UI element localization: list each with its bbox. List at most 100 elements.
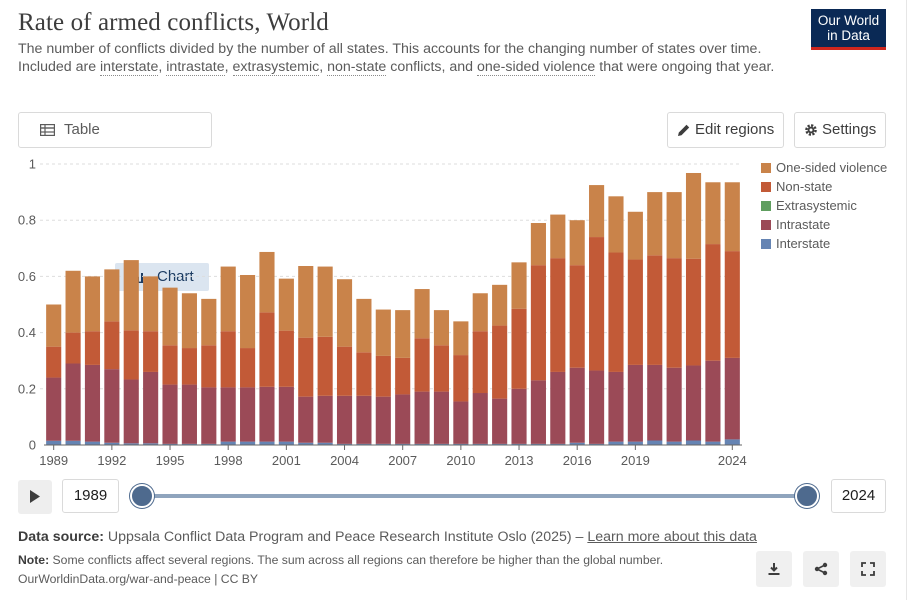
bar-segment-interstate[interactable]	[220, 441, 236, 445]
bar-segment-intrastate[interactable]	[511, 388, 527, 444]
bar-segment-intrastate[interactable]	[375, 396, 391, 444]
bar-segment-non-state[interactable]	[453, 355, 469, 402]
bar-segment-one-sided[interactable]	[278, 278, 294, 331]
bar-segment-interstate[interactable]	[65, 440, 81, 445]
bar-segment-one-sided[interactable]	[162, 287, 178, 346]
bar-segment-non-state[interactable]	[220, 331, 236, 388]
bar-segment-one-sided[interactable]	[666, 192, 682, 259]
timeline-start-year[interactable]: 1989	[62, 479, 119, 513]
bar-segment-one-sided[interactable]	[589, 185, 605, 238]
bar-segment-non-state[interactable]	[181, 348, 197, 385]
bar-segment-interstate[interactable]	[414, 443, 430, 445]
bar-segment-non-state[interactable]	[666, 258, 682, 368]
legend-item-one-sided[interactable]: One-sided violence	[761, 158, 887, 177]
bar-segment-one-sided[interactable]	[201, 298, 217, 346]
bar-segment-intrastate[interactable]	[356, 395, 372, 444]
bar-segment-one-sided[interactable]	[627, 211, 643, 260]
share-button[interactable]	[803, 551, 839, 587]
bar-segment-intrastate[interactable]	[472, 393, 488, 444]
bar-segment-one-sided[interactable]	[472, 293, 488, 332]
bar-segment-intrastate[interactable]	[550, 371, 566, 444]
bar-segment-intrastate[interactable]	[569, 367, 585, 443]
bar-segment-non-state[interactable]	[589, 237, 605, 371]
bar-segment-one-sided[interactable]	[84, 276, 101, 332]
owid-logo[interactable]: Our World in Data	[811, 9, 886, 50]
bar-segment-interstate[interactable]	[705, 441, 721, 445]
bar-segment-one-sided[interactable]	[143, 276, 159, 332]
bar-segment-interstate[interactable]	[317, 442, 333, 445]
legend-item-extrasystemic[interactable]: Extrasystemic	[761, 196, 887, 215]
play-button[interactable]	[18, 480, 52, 514]
bar-segment-intrastate[interactable]	[336, 395, 353, 444]
legend-item-intrastate[interactable]: Intrastate	[761, 215, 887, 234]
bar-segment-interstate[interactable]	[685, 440, 702, 445]
edit-regions-button[interactable]: Edit regions	[667, 112, 784, 148]
bar-segment-non-state[interactable]	[569, 265, 585, 368]
bar-segment-non-state[interactable]	[550, 258, 566, 372]
bar-segment-interstate[interactable]	[181, 443, 197, 445]
learn-more-link[interactable]: Learn more about this data	[587, 529, 757, 545]
bar-segment-interstate[interactable]	[492, 443, 508, 445]
legend-item-interstate[interactable]: Interstate	[761, 234, 887, 253]
bar-segment-intrastate[interactable]	[143, 371, 159, 444]
bar-segment-non-state[interactable]	[65, 332, 81, 364]
timeline-start-handle[interactable]	[130, 484, 154, 508]
bar-segment-non-state[interactable]	[511, 308, 527, 389]
bar-segment-one-sided[interactable]	[608, 196, 624, 253]
bar-segment-non-state[interactable]	[298, 337, 314, 397]
bar-segment-non-state[interactable]	[705, 244, 721, 361]
bar-segment-non-state[interactable]	[647, 255, 663, 365]
bar-segment-one-sided[interactable]	[530, 223, 546, 266]
bar-segment-interstate[interactable]	[550, 443, 566, 445]
bar-segment-interstate[interactable]	[356, 443, 372, 445]
bar-segment-intrastate[interactable]	[530, 380, 546, 444]
bar-segment-non-state[interactable]	[395, 357, 411, 395]
tab-table[interactable]: Table	[22, 116, 115, 144]
bar-segment-one-sided[interactable]	[647, 192, 663, 256]
bar-segment-non-state[interactable]	[201, 345, 217, 388]
bar-segment-non-state[interactable]	[84, 331, 101, 365]
bar-segment-intrastate[interactable]	[414, 391, 430, 444]
bar-segment-intrastate[interactable]	[65, 363, 81, 441]
bar-segment-non-state[interactable]	[685, 258, 702, 366]
bar-segment-one-sided[interactable]	[298, 266, 314, 338]
bar-segment-one-sided[interactable]	[453, 321, 469, 356]
bar-segment-one-sided[interactable]	[395, 310, 411, 358]
bar-segment-intrastate[interactable]	[240, 387, 256, 442]
license-text[interactable]: OurWorldinData.org/war-and-peace | CC BY	[18, 572, 259, 586]
bar-segment-intrastate[interactable]	[666, 367, 682, 442]
bar-segment-intrastate[interactable]	[317, 395, 333, 443]
bar-segment-one-sided[interactable]	[685, 172, 702, 259]
bar-segment-one-sided[interactable]	[104, 269, 120, 322]
bar-segment-one-sided[interactable]	[356, 298, 372, 353]
bar-segment-intrastate[interactable]	[492, 398, 508, 444]
bar-segment-intrastate[interactable]	[608, 371, 624, 442]
bar-segment-one-sided[interactable]	[433, 310, 450, 346]
bar-segment-one-sided[interactable]	[705, 182, 721, 245]
definition-link-one-sided-violence[interactable]: one-sided violence	[477, 58, 596, 76]
bar-segment-non-state[interactable]	[627, 259, 643, 365]
bar-segment-interstate[interactable]	[336, 443, 353, 445]
bar-segment-non-state[interactable]	[608, 252, 624, 372]
bar-segment-one-sided[interactable]	[46, 304, 62, 347]
bar-segment-non-state[interactable]	[317, 336, 333, 396]
bar-segment-one-sided[interactable]	[550, 214, 566, 259]
bar-segment-intrastate[interactable]	[220, 387, 236, 442]
bar-segment-non-state[interactable]	[472, 331, 488, 394]
bar-segment-interstate[interactable]	[298, 442, 314, 445]
bar-segment-non-state[interactable]	[375, 355, 391, 397]
bar-segment-interstate[interactable]	[569, 442, 585, 445]
bar-segment-one-sided[interactable]	[181, 293, 197, 349]
timeline-end-year[interactable]: 2024	[831, 479, 886, 513]
bar-segment-interstate[interactable]	[240, 441, 256, 445]
bar-segment-non-state[interactable]	[433, 345, 450, 392]
definition-link-non-state[interactable]: non-state	[327, 58, 387, 76]
bar-segment-interstate[interactable]	[375, 443, 391, 445]
bar-segment-non-state[interactable]	[278, 330, 294, 387]
bar-segment-intrastate[interactable]	[724, 357, 740, 440]
bar-segment-non-state[interactable]	[414, 338, 430, 392]
bar-segment-interstate[interactable]	[666, 441, 682, 445]
bar-segment-interstate[interactable]	[589, 443, 605, 445]
legend-item-non-state[interactable]: Non-state	[761, 177, 887, 196]
bar-segment-one-sided[interactable]	[569, 220, 585, 266]
